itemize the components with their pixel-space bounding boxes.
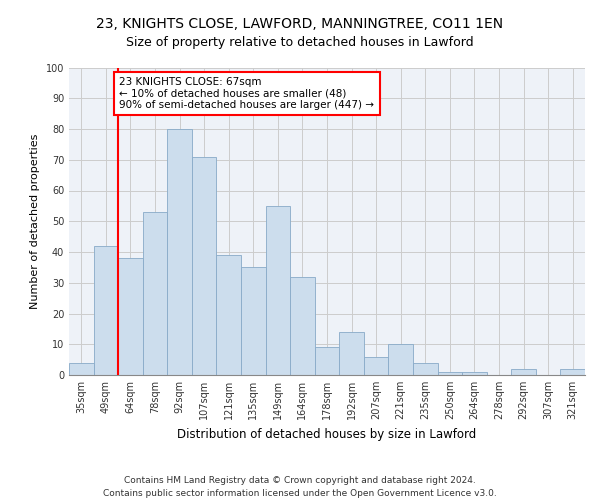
Bar bbox=[437, 372, 462, 375]
Bar bbox=[167, 129, 192, 375]
Text: Contains HM Land Registry data © Crown copyright and database right 2024.: Contains HM Land Registry data © Crown c… bbox=[124, 476, 476, 485]
Text: Contains public sector information licensed under the Open Government Licence v3: Contains public sector information licen… bbox=[103, 489, 497, 498]
Text: Size of property relative to detached houses in Lawford: Size of property relative to detached ho… bbox=[126, 36, 474, 49]
Bar bbox=[560, 369, 585, 375]
Bar bbox=[69, 362, 94, 375]
Bar bbox=[511, 369, 536, 375]
Bar bbox=[192, 156, 217, 375]
Bar bbox=[217, 255, 241, 375]
Y-axis label: Number of detached properties: Number of detached properties bbox=[30, 134, 40, 309]
Text: 23 KNIGHTS CLOSE: 67sqm
← 10% of detached houses are smaller (48)
90% of semi-de: 23 KNIGHTS CLOSE: 67sqm ← 10% of detache… bbox=[119, 76, 374, 110]
Bar bbox=[364, 356, 388, 375]
X-axis label: Distribution of detached houses by size in Lawford: Distribution of detached houses by size … bbox=[178, 428, 476, 440]
Bar bbox=[94, 246, 118, 375]
Bar bbox=[118, 258, 143, 375]
Bar bbox=[388, 344, 413, 375]
Bar bbox=[462, 372, 487, 375]
Bar bbox=[241, 268, 266, 375]
Bar bbox=[143, 212, 167, 375]
Text: 23, KNIGHTS CLOSE, LAWFORD, MANNINGTREE, CO11 1EN: 23, KNIGHTS CLOSE, LAWFORD, MANNINGTREE,… bbox=[97, 18, 503, 32]
Bar bbox=[290, 276, 315, 375]
Bar bbox=[413, 362, 437, 375]
Bar bbox=[266, 206, 290, 375]
Bar bbox=[315, 348, 339, 375]
Bar bbox=[339, 332, 364, 375]
